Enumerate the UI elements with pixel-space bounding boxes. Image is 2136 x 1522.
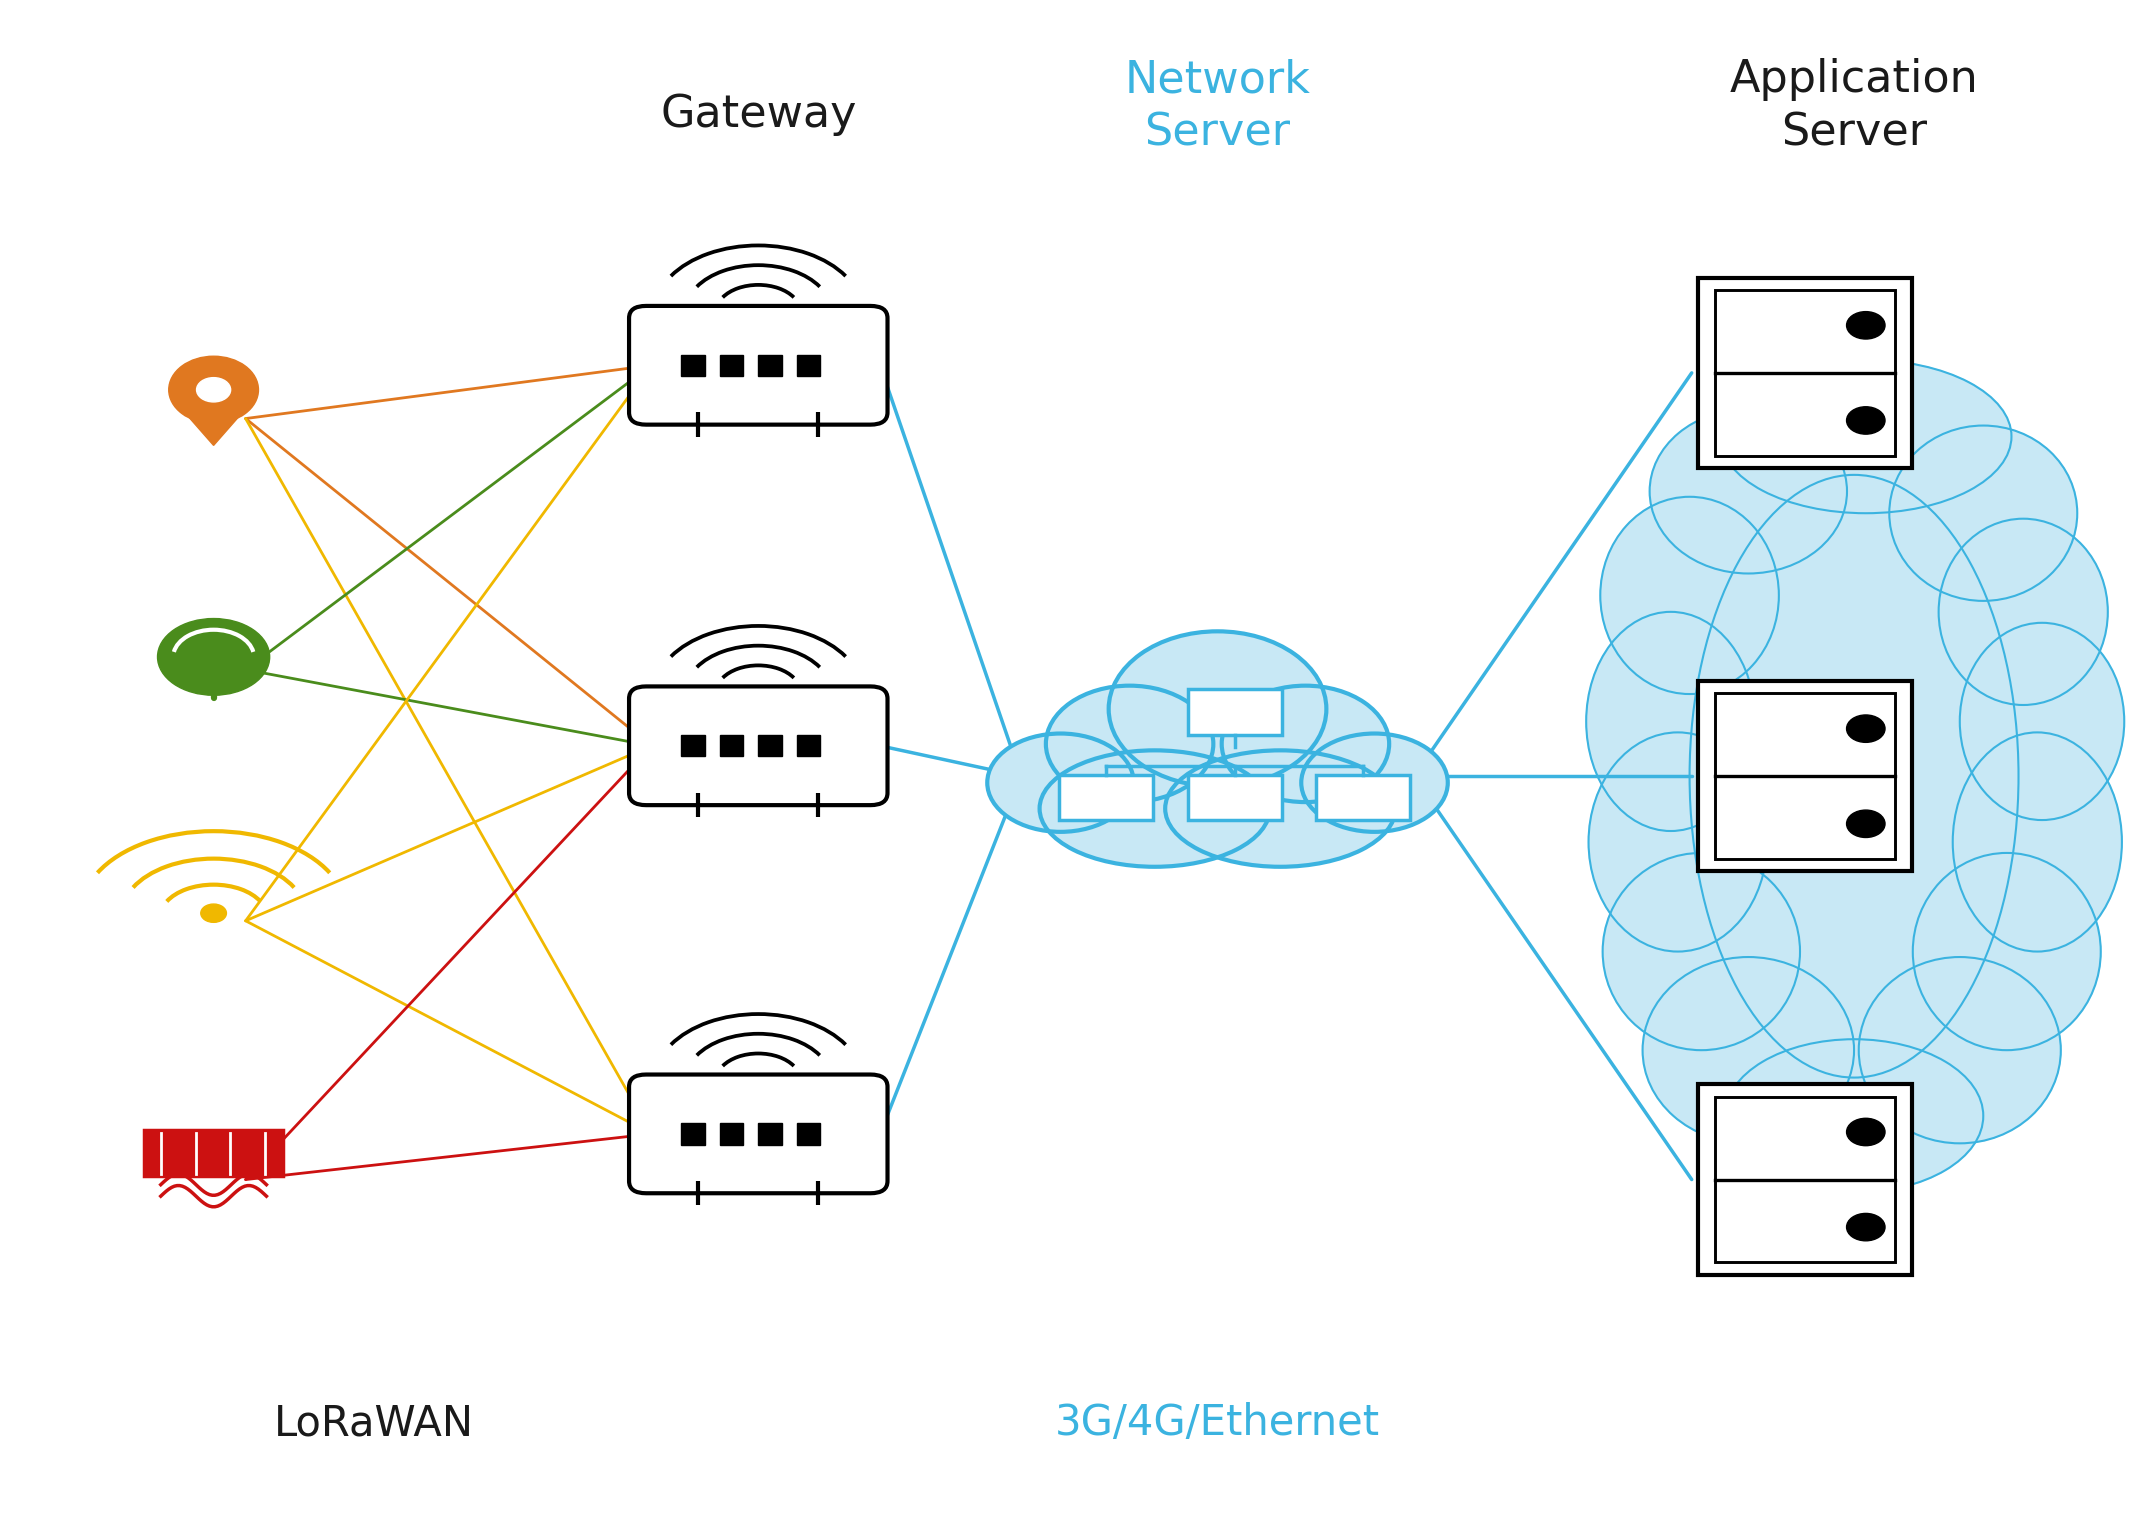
- Bar: [758, 735, 782, 756]
- Ellipse shape: [197, 377, 231, 402]
- Ellipse shape: [1649, 409, 1848, 574]
- Ellipse shape: [158, 618, 269, 696]
- Ellipse shape: [1047, 685, 1213, 802]
- Bar: [1698, 277, 1912, 469]
- Ellipse shape: [1939, 519, 2108, 705]
- Ellipse shape: [1166, 750, 1395, 868]
- Ellipse shape: [1587, 612, 1756, 831]
- Bar: [797, 735, 820, 756]
- Text: 3G/4G/Ethernet: 3G/4G/Ethernet: [1055, 1402, 1380, 1444]
- Ellipse shape: [1726, 1040, 1982, 1193]
- Ellipse shape: [1719, 359, 2012, 513]
- Ellipse shape: [1643, 957, 1854, 1143]
- Bar: [797, 355, 820, 376]
- Ellipse shape: [169, 356, 258, 423]
- Polygon shape: [173, 399, 254, 446]
- Bar: [1316, 775, 1410, 820]
- Ellipse shape: [1719, 359, 2012, 513]
- Bar: [758, 1123, 782, 1145]
- Bar: [1715, 694, 1895, 858]
- Text: Network
Server: Network Server: [1124, 58, 1312, 155]
- Ellipse shape: [1846, 406, 1884, 434]
- Bar: [1698, 1084, 1912, 1275]
- Ellipse shape: [1952, 732, 2121, 951]
- FancyBboxPatch shape: [630, 1075, 889, 1193]
- FancyBboxPatch shape: [630, 686, 889, 805]
- Bar: [681, 1123, 705, 1145]
- Ellipse shape: [1846, 1119, 1884, 1146]
- Ellipse shape: [1589, 732, 1766, 951]
- Bar: [797, 1123, 820, 1145]
- Bar: [1698, 682, 1912, 871]
- Bar: [758, 355, 782, 376]
- Ellipse shape: [1649, 409, 1848, 574]
- Ellipse shape: [201, 904, 226, 922]
- Bar: [681, 355, 705, 376]
- Ellipse shape: [1602, 852, 1801, 1050]
- Ellipse shape: [1726, 1040, 1982, 1193]
- Text: Application
Server: Application Server: [1730, 58, 1978, 155]
- Ellipse shape: [1040, 750, 1269, 868]
- Ellipse shape: [1602, 852, 1801, 1050]
- Ellipse shape: [1846, 715, 1884, 743]
- Ellipse shape: [1858, 957, 2061, 1143]
- Ellipse shape: [1914, 852, 2100, 1050]
- Bar: [1188, 689, 1282, 735]
- Ellipse shape: [1047, 685, 1213, 802]
- FancyBboxPatch shape: [630, 306, 889, 425]
- Ellipse shape: [1222, 685, 1388, 802]
- Ellipse shape: [1959, 622, 2123, 820]
- Ellipse shape: [1587, 612, 1756, 831]
- Ellipse shape: [1222, 685, 1388, 802]
- Ellipse shape: [987, 734, 1134, 833]
- Ellipse shape: [1301, 734, 1448, 833]
- Ellipse shape: [1858, 957, 2061, 1143]
- Ellipse shape: [1040, 750, 1269, 868]
- Ellipse shape: [1589, 732, 1766, 951]
- Ellipse shape: [1690, 475, 2019, 1078]
- Ellipse shape: [1890, 426, 2078, 601]
- Bar: [1715, 1096, 1895, 1263]
- Ellipse shape: [1166, 750, 1395, 868]
- Bar: [720, 1123, 743, 1145]
- Bar: [720, 355, 743, 376]
- Text: LoRaWAN: LoRaWAN: [273, 1402, 474, 1444]
- Ellipse shape: [1600, 496, 1779, 694]
- Ellipse shape: [1959, 622, 2123, 820]
- Ellipse shape: [1690, 475, 2019, 1078]
- Bar: [681, 735, 705, 756]
- Ellipse shape: [1846, 312, 1884, 339]
- Ellipse shape: [1846, 810, 1884, 837]
- Ellipse shape: [1109, 632, 1326, 787]
- Ellipse shape: [1846, 1213, 1884, 1240]
- Ellipse shape: [1643, 957, 1854, 1143]
- Bar: [143, 1131, 284, 1177]
- Ellipse shape: [1109, 632, 1326, 787]
- Bar: [1059, 775, 1153, 820]
- Ellipse shape: [1600, 496, 1779, 694]
- Bar: [1715, 289, 1895, 457]
- Ellipse shape: [987, 734, 1134, 833]
- Ellipse shape: [1939, 519, 2108, 705]
- Ellipse shape: [1914, 852, 2100, 1050]
- Bar: [720, 735, 743, 756]
- Bar: [1188, 775, 1282, 820]
- Ellipse shape: [1952, 732, 2121, 951]
- Text: Gateway: Gateway: [660, 93, 857, 135]
- Ellipse shape: [1890, 426, 2078, 601]
- Ellipse shape: [1301, 734, 1448, 833]
